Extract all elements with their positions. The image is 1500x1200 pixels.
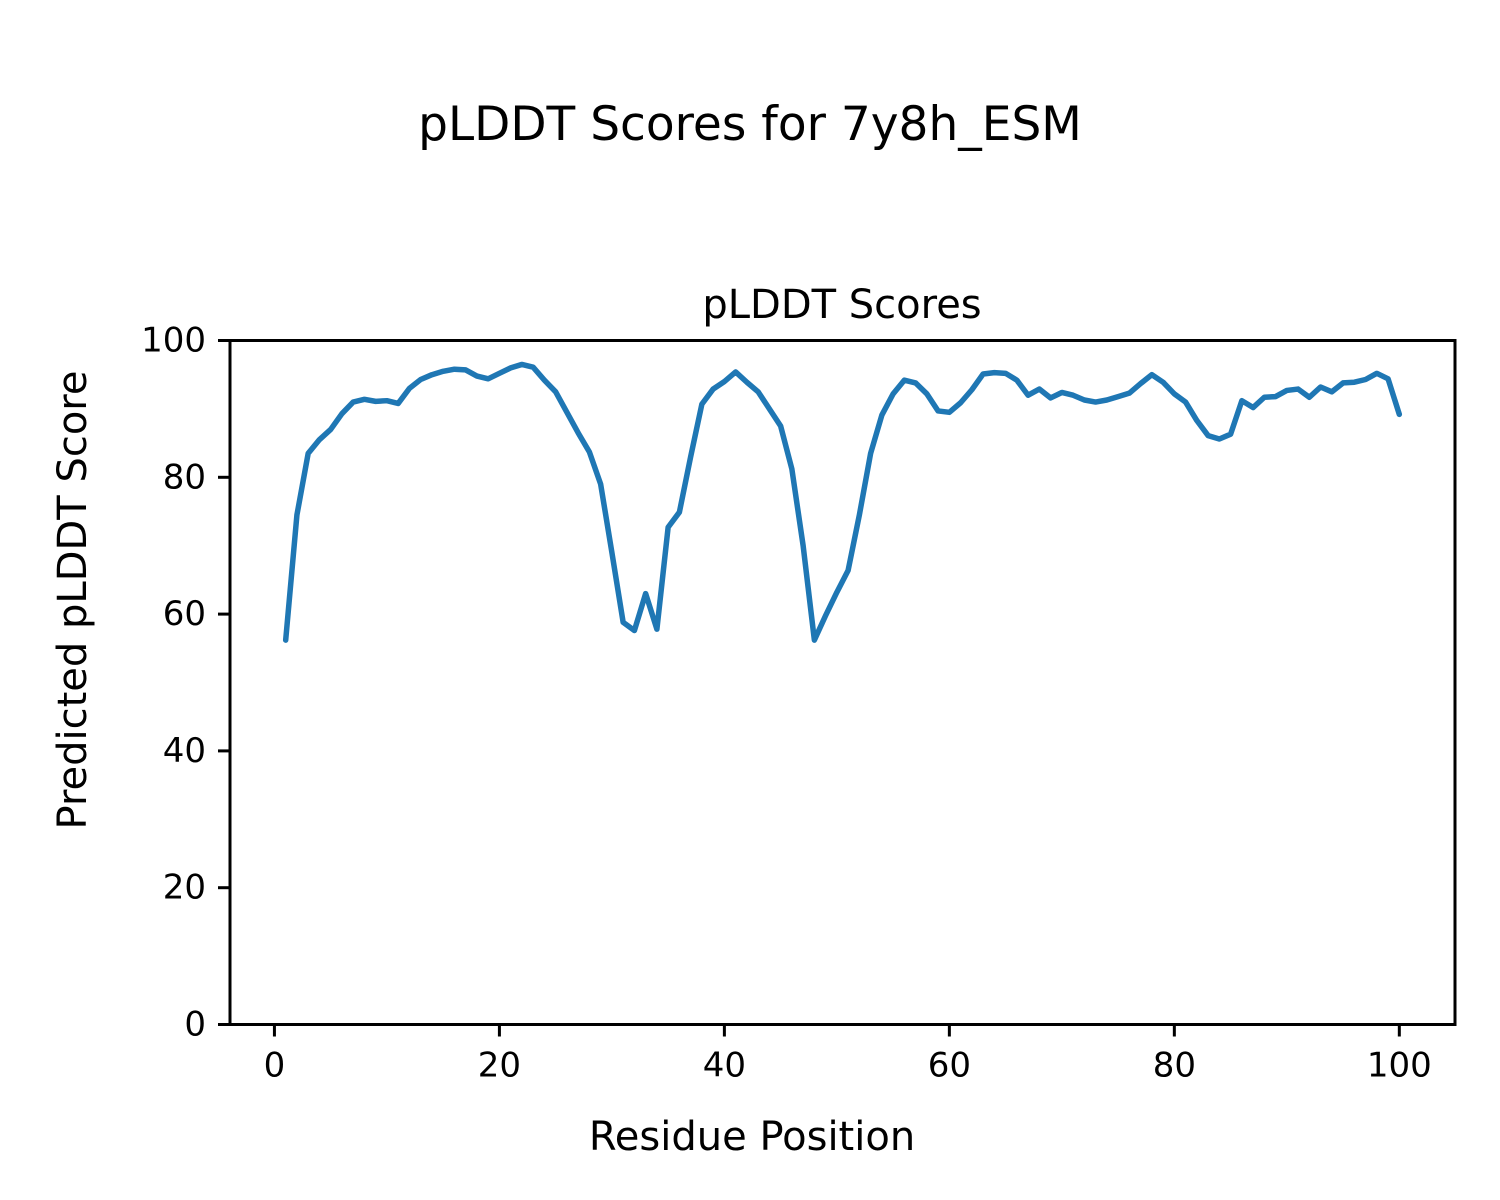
tick-group: 0 20 40 60 80 100 0 20 40 60 80 100 [141,321,1432,1086]
y-tick-label: 20 [163,868,206,908]
plot-title: pLDDT Scores [702,282,981,328]
x-tick-label: 80 [1153,1046,1196,1086]
x-tick-label: 20 [478,1046,521,1086]
x-tick-label: 60 [928,1046,971,1086]
x-tick-label: 0 [264,1046,286,1086]
y-tick-label: 0 [184,1005,206,1045]
y-axis-label: Predicted pLDDT Score [50,371,96,830]
y-tick-label: 80 [163,457,206,497]
y-tick-label: 60 [163,594,206,634]
x-axis-label: Residue Position [589,1114,915,1160]
x-tick-label: 40 [703,1046,746,1086]
y-tick-label: 100 [141,321,206,361]
axes-spines [228,339,1457,1026]
figure-title: pLDDT Scores for 7y8h_ESM [418,97,1082,152]
x-tick-label: 100 [1367,1046,1432,1086]
plddt-line [282,361,1403,643]
y-tick-label: 40 [163,731,206,771]
